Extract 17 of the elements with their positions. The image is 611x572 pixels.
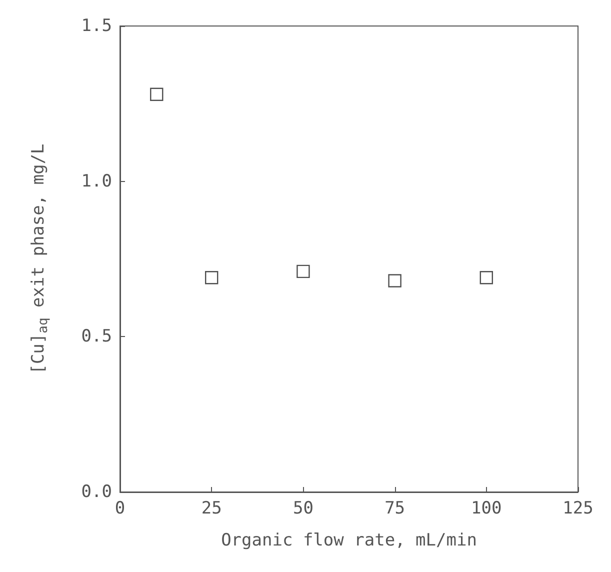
y-tick-label: 0.0 [81, 482, 112, 502]
x-tick-label: 125 [562, 498, 594, 518]
x-tick-label: 50 [292, 498, 314, 518]
point [480, 271, 493, 284]
point [150, 88, 164, 101]
x-tick-label: 0 [114, 498, 126, 518]
x-axis-title: Organic flow rate, mL/min [221, 530, 477, 550]
point [388, 274, 402, 288]
y-tick-label: 1.0 [81, 171, 112, 192]
y-tick-label: 0.5 [81, 326, 112, 347]
y-axis-title: [Cu]aq exit phase, mg/L [28, 144, 51, 374]
point [296, 264, 310, 278]
point [205, 271, 218, 284]
x-tick-label: 75 [384, 498, 406, 518]
y-tick-label: 1.5 [81, 16, 112, 36]
x-tick-label: 25 [201, 498, 222, 518]
x-tick-label: 100 [471, 498, 502, 518]
